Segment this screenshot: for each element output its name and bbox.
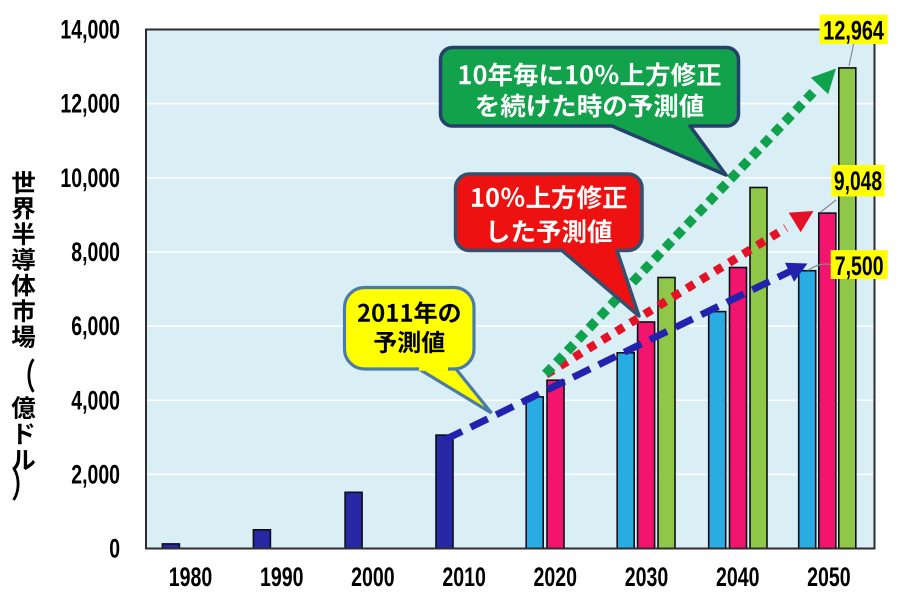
svg-text:10,000: 10,000 xyxy=(60,163,120,193)
svg-text:12,000: 12,000 xyxy=(60,89,120,119)
svg-text:4,000: 4,000 xyxy=(71,385,120,415)
svg-text:2050: 2050 xyxy=(807,562,851,592)
svg-text:2,000: 2,000 xyxy=(71,460,120,490)
svg-text:2000: 2000 xyxy=(351,562,395,592)
svg-text:1980: 1980 xyxy=(169,562,213,592)
svg-text:8,000: 8,000 xyxy=(71,237,120,267)
svg-text:0: 0 xyxy=(109,534,120,564)
svg-text:1990: 1990 xyxy=(260,562,304,592)
svg-text:2030: 2030 xyxy=(625,562,669,592)
svg-text:12,964: 12,964 xyxy=(823,16,884,46)
svg-text:7,500: 7,500 xyxy=(835,251,884,281)
svg-text:2010: 2010 xyxy=(442,562,486,592)
svg-text:9,048: 9,048 xyxy=(834,166,882,196)
svg-text:6,000: 6,000 xyxy=(71,311,120,341)
svg-text:2040: 2040 xyxy=(716,562,760,592)
svg-text:2020: 2020 xyxy=(534,562,578,592)
svg-text:14,000: 14,000 xyxy=(60,15,120,45)
